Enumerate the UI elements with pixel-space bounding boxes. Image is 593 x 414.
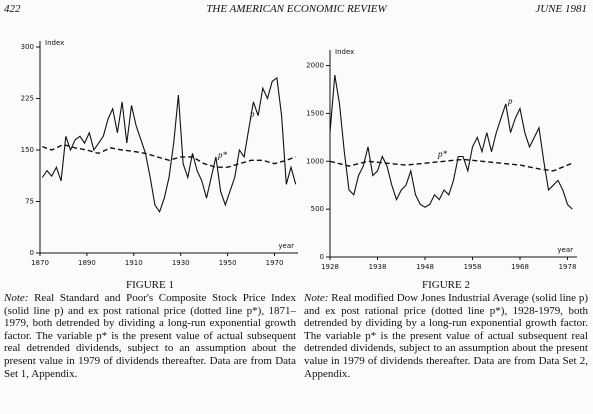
series-label: p* xyxy=(437,149,448,159)
x-tick-label: 1910 xyxy=(125,259,143,267)
x-tick-label: 1948 xyxy=(416,263,434,271)
journal-title: THE AMERICAN ECONOMIC REVIEW xyxy=(206,3,387,15)
x-tick-label: 1968 xyxy=(511,263,529,271)
x-tick-label: 1970 xyxy=(266,259,284,267)
y-tick-label: 300 xyxy=(21,43,34,51)
figure-label: FIGURE 1 xyxy=(126,279,174,291)
figure-note: Note: Real Standard and Poor's Composite… xyxy=(4,292,296,380)
page-number: 422 xyxy=(4,3,21,15)
note-text: Real Standard and Poor's Composite Stock… xyxy=(4,292,296,380)
y-tick-label: 2000 xyxy=(306,62,324,70)
note-label: Note: xyxy=(304,292,329,304)
x-tick-label: 1950 xyxy=(219,259,237,267)
series-label: p* xyxy=(217,150,228,160)
series-line xyxy=(42,143,296,168)
y-axis-label: Index xyxy=(335,48,354,56)
y-tick-label: 150 xyxy=(21,146,34,154)
x-tick-label: 1890 xyxy=(78,259,96,267)
y-tick-label: 0 xyxy=(30,249,34,257)
issue-date: JUNE 1981 xyxy=(535,3,587,15)
series-label: p xyxy=(249,109,255,119)
figure-note: Note: Real modified Dow Jones Industrial… xyxy=(304,292,588,380)
x-tick-label: 1938 xyxy=(369,263,387,271)
series-label: p xyxy=(507,96,513,106)
series-line xyxy=(329,158,573,172)
y-tick-label: 0 xyxy=(320,253,324,261)
x-tick-label: 1958 xyxy=(464,263,482,271)
series-line xyxy=(329,75,573,210)
y-tick-label: 225 xyxy=(21,95,34,103)
x-tick-label: 1928 xyxy=(321,263,339,271)
note-label: Note: xyxy=(4,292,29,304)
x-tick-label: 1978 xyxy=(559,263,577,271)
y-tick-label: 500 xyxy=(311,205,324,213)
y-tick-label: 75 xyxy=(25,198,34,206)
x-axis-label: year xyxy=(278,242,294,250)
y-tick-label: 1500 xyxy=(306,109,324,117)
figure-label: FIGURE 2 xyxy=(422,279,470,291)
series-line xyxy=(41,76,297,214)
charts: 0 75 150 225 300 1870 1890 1910 1930 1950 1970 Inde… xyxy=(21,39,577,271)
x-tick-label: 1930 xyxy=(172,259,190,267)
x-tick-label: 1870 xyxy=(31,259,49,267)
y-tick-label: 1000 xyxy=(306,157,324,165)
note-text: Real modified Dow Jones Industrial Avera… xyxy=(304,292,589,380)
x-axis-label: year xyxy=(557,246,573,254)
y-axis-label: Index xyxy=(45,39,64,47)
